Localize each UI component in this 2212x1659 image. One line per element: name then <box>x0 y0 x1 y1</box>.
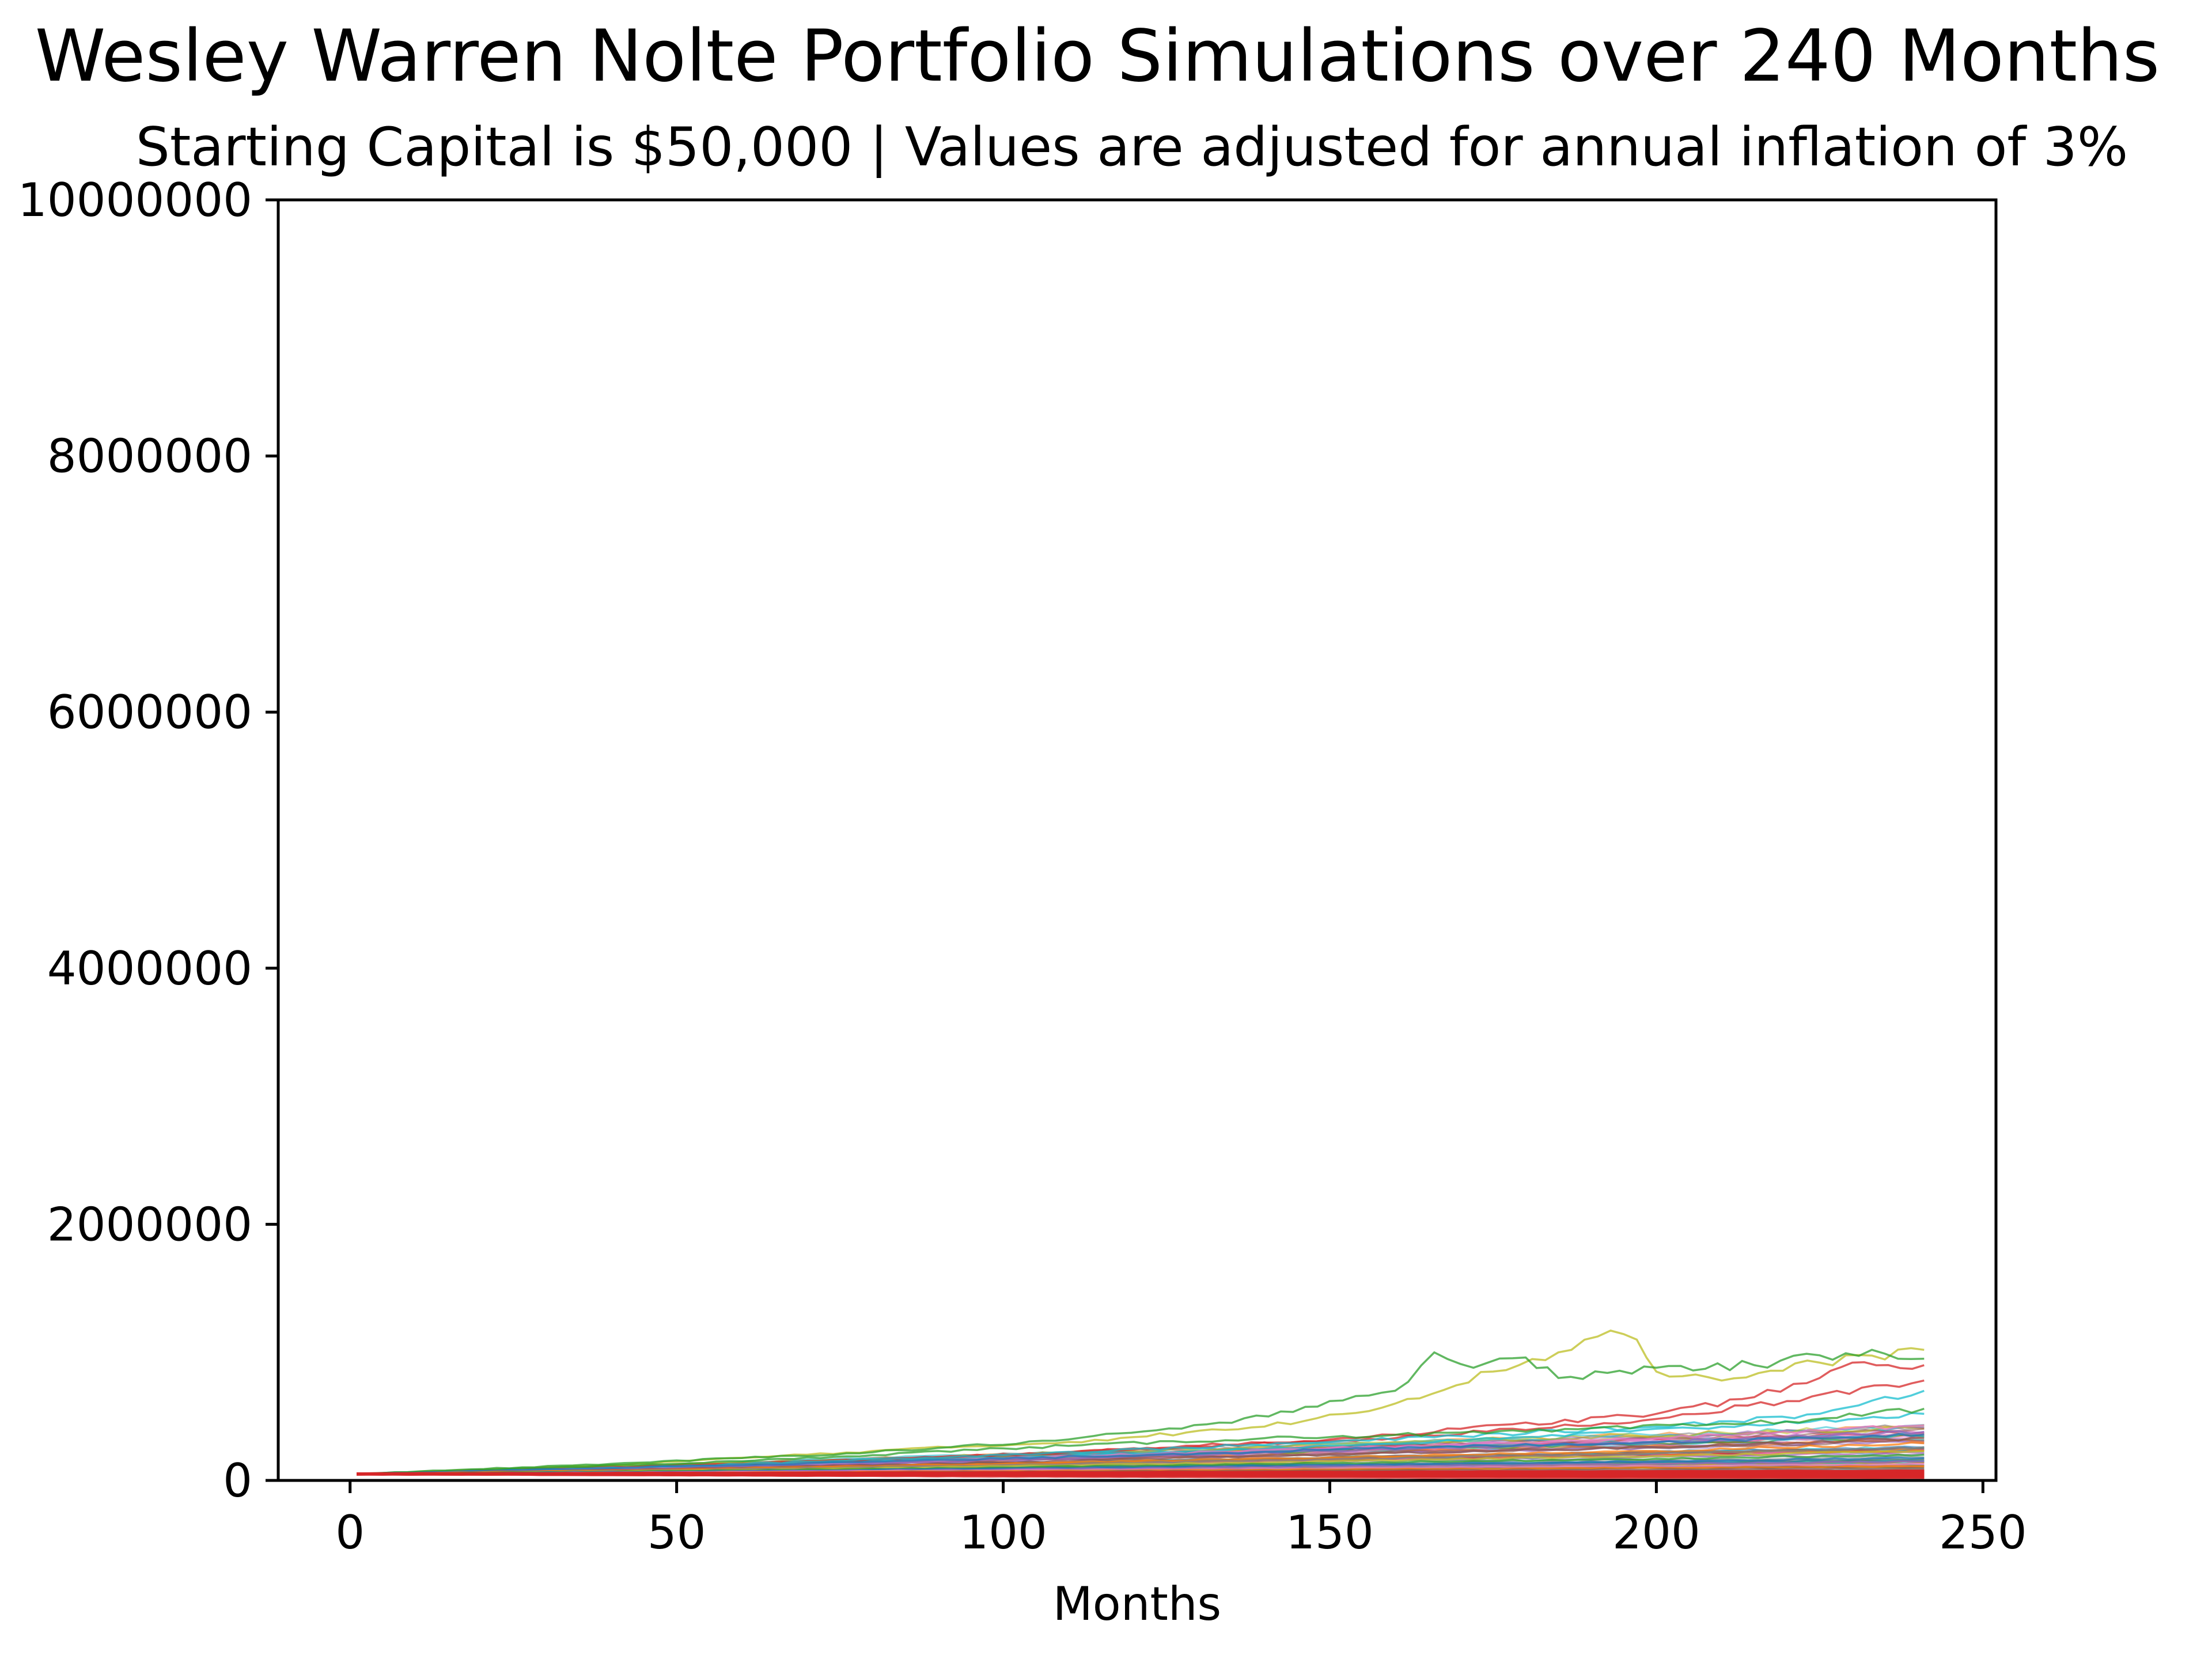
chart-title: Wesley Warren Nolte Portfolio Simulation… <box>35 15 2160 98</box>
simulation-series-9 <box>357 1433 1925 1475</box>
y-axis: 0 2000000 4000000 6000000 8000000 10000000 <box>18 173 278 1508</box>
low-outcome-band <box>357 1469 1925 1479</box>
x-tick-label: 250 <box>1939 1506 2027 1559</box>
y-tick-label: 4000000 <box>47 942 252 995</box>
x-axis-label: Months <box>1053 1577 1221 1631</box>
y-tick-label: 0 <box>223 1454 252 1508</box>
simulation-series-1 <box>357 1349 1925 1475</box>
x-tick-label: 0 <box>335 1506 365 1559</box>
plot-area-frame <box>276 198 1998 1482</box>
x-tick-label: 50 <box>647 1506 706 1559</box>
y-tick-label: 8000000 <box>47 430 252 483</box>
chart-subtitle: Starting Capital is $50,000 | Values are… <box>136 116 2128 178</box>
x-tick-label: 100 <box>959 1506 1047 1559</box>
x-tick-label: 150 <box>1286 1506 1374 1559</box>
x-tick-label: 200 <box>1612 1506 1700 1559</box>
series-layer <box>357 1330 1925 1480</box>
x-axis: 0 50 100 150 200 250 <box>335 1480 2027 1559</box>
y-tick-label: 10000000 <box>18 173 252 227</box>
y-tick-label: 6000000 <box>47 685 252 739</box>
y-tick-label: 2000000 <box>47 1198 252 1251</box>
simulation-series-6 <box>357 1407 1925 1475</box>
